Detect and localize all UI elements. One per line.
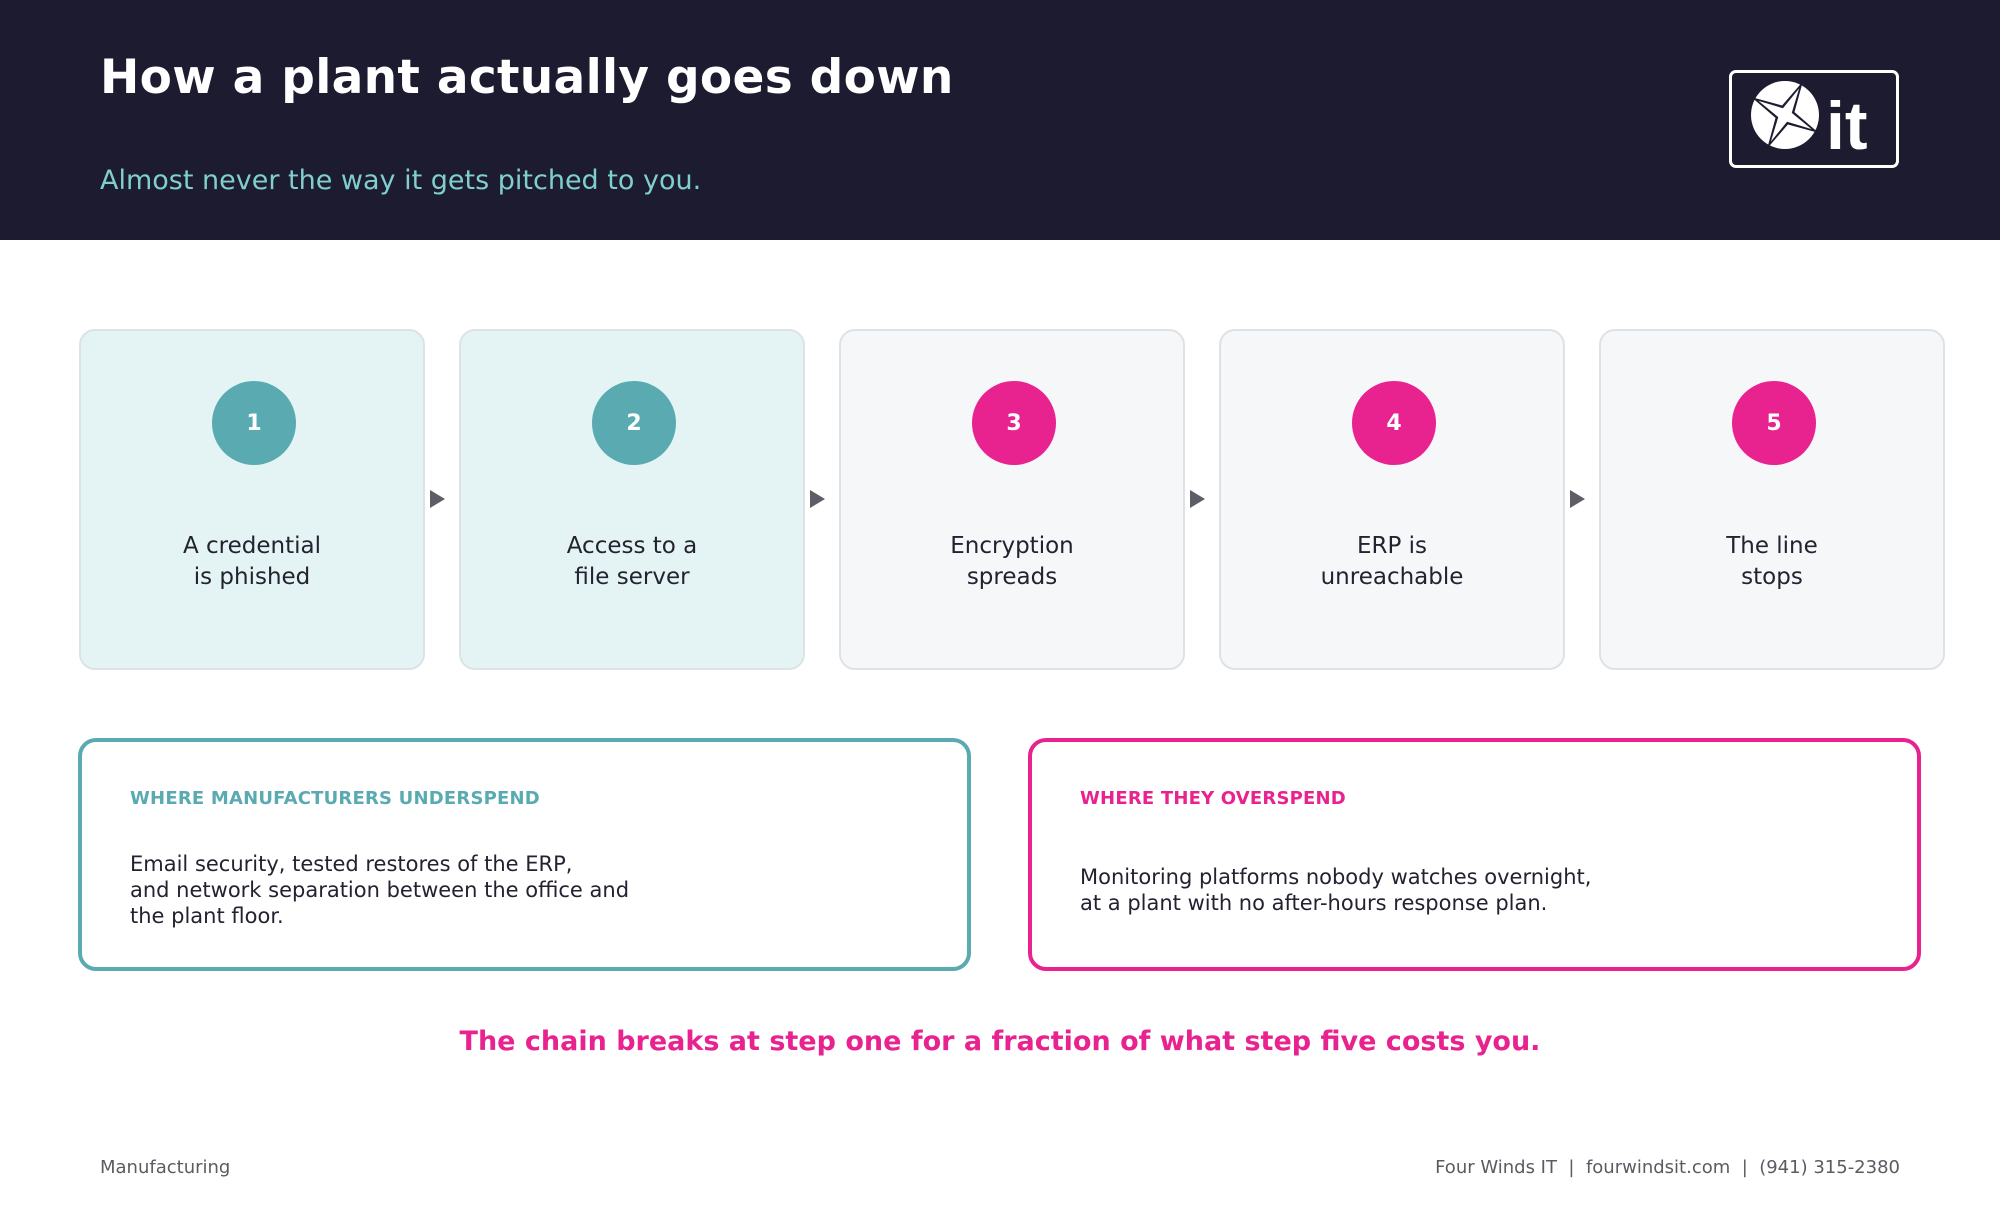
step-label: The line stops	[1726, 533, 1818, 590]
overspend-panel: WHERE THEY OVERSPEND Monitoring platform…	[1028, 738, 1921, 971]
arrow-right-icon	[810, 490, 825, 508]
underspend-panel: WHERE MANUFACTURERS UNDERSPEND Email sec…	[78, 738, 971, 971]
step-card-4: 4 ERP is unreachable	[1219, 329, 1565, 670]
step-number-badge: 4	[1352, 381, 1436, 465]
step-card-1: 1 A credential is phished	[79, 329, 425, 670]
page-title: How a plant actually goes down	[100, 50, 954, 105]
footer-category: Manufacturing	[100, 1157, 231, 1178]
step-label: Access to a file server	[566, 533, 698, 590]
page-subtitle: Almost never the way it gets pitched to …	[100, 165, 702, 196]
step-label: ERP is unreachable	[1320, 533, 1464, 590]
step-number-badge: 3	[972, 381, 1056, 465]
underspend-body: Email security, tested restores of the E…	[130, 852, 630, 928]
logo-wordmark: it	[1826, 88, 1868, 164]
compass-star-icon: it	[1751, 81, 1868, 164]
step-number-badge: 5	[1732, 381, 1816, 465]
overspend-body: Monitoring platforms nobody watches over…	[1080, 865, 1592, 915]
arrow-right-icon	[1570, 490, 1585, 508]
step-label: Encryption spreads	[950, 533, 1074, 590]
arrow-right-icon	[430, 490, 445, 508]
tagline: The chain breaks at step one for a fract…	[459, 1026, 1541, 1057]
step-card-2: 2 Access to a file server	[459, 329, 805, 670]
step-card-5: 5 The line stops	[1599, 329, 1945, 670]
underspend-title: WHERE MANUFACTURERS UNDERSPEND	[130, 788, 540, 809]
step-number-badge: 2	[592, 381, 676, 465]
overspend-title: WHERE THEY OVERSPEND	[1080, 788, 1346, 809]
header-banner: How a plant actually goes down Almost ne…	[0, 0, 2000, 240]
arrow-right-icon	[1190, 490, 1205, 508]
step-number-badge: 1	[212, 381, 296, 465]
footer-contact: Four Winds IT | fourwindsit.com | (941) …	[1435, 1157, 1900, 1178]
company-logo: it	[1729, 70, 1899, 168]
step-label: A credential is phished	[182, 533, 321, 590]
step-card-3: 3 Encryption spreads	[839, 329, 1185, 670]
